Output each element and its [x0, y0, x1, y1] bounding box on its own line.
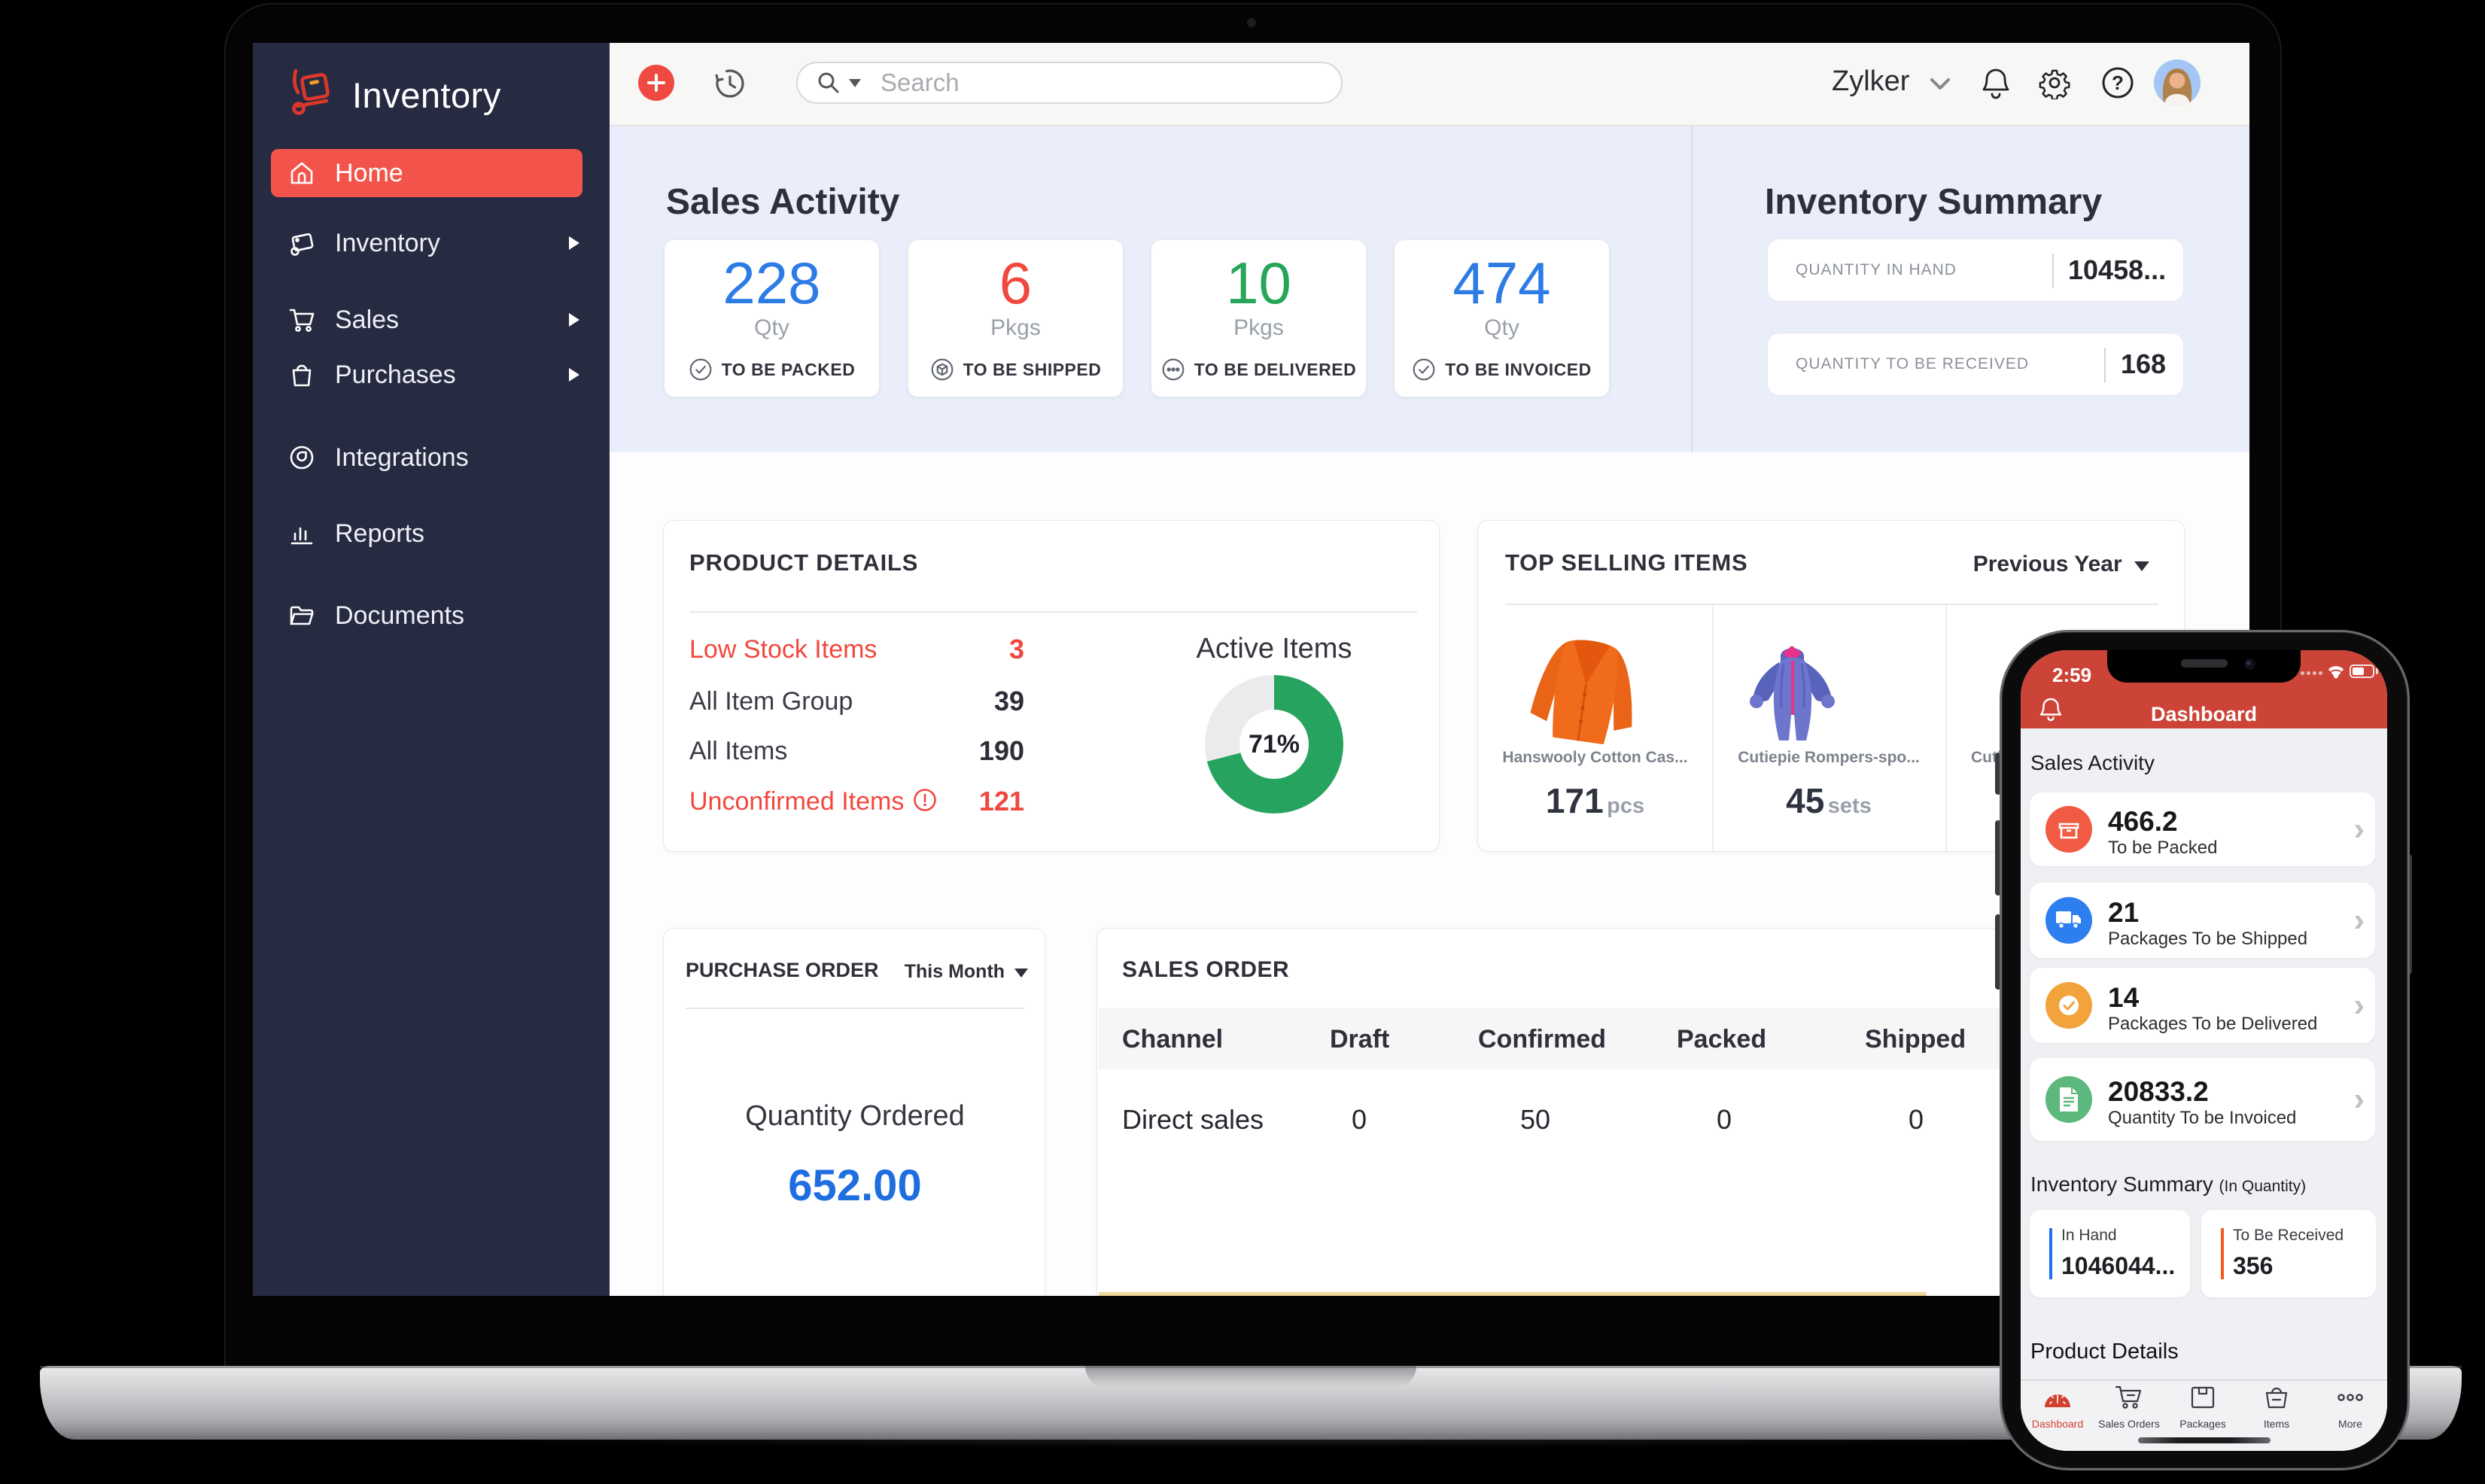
svg-text:?: ?: [2112, 71, 2124, 94]
